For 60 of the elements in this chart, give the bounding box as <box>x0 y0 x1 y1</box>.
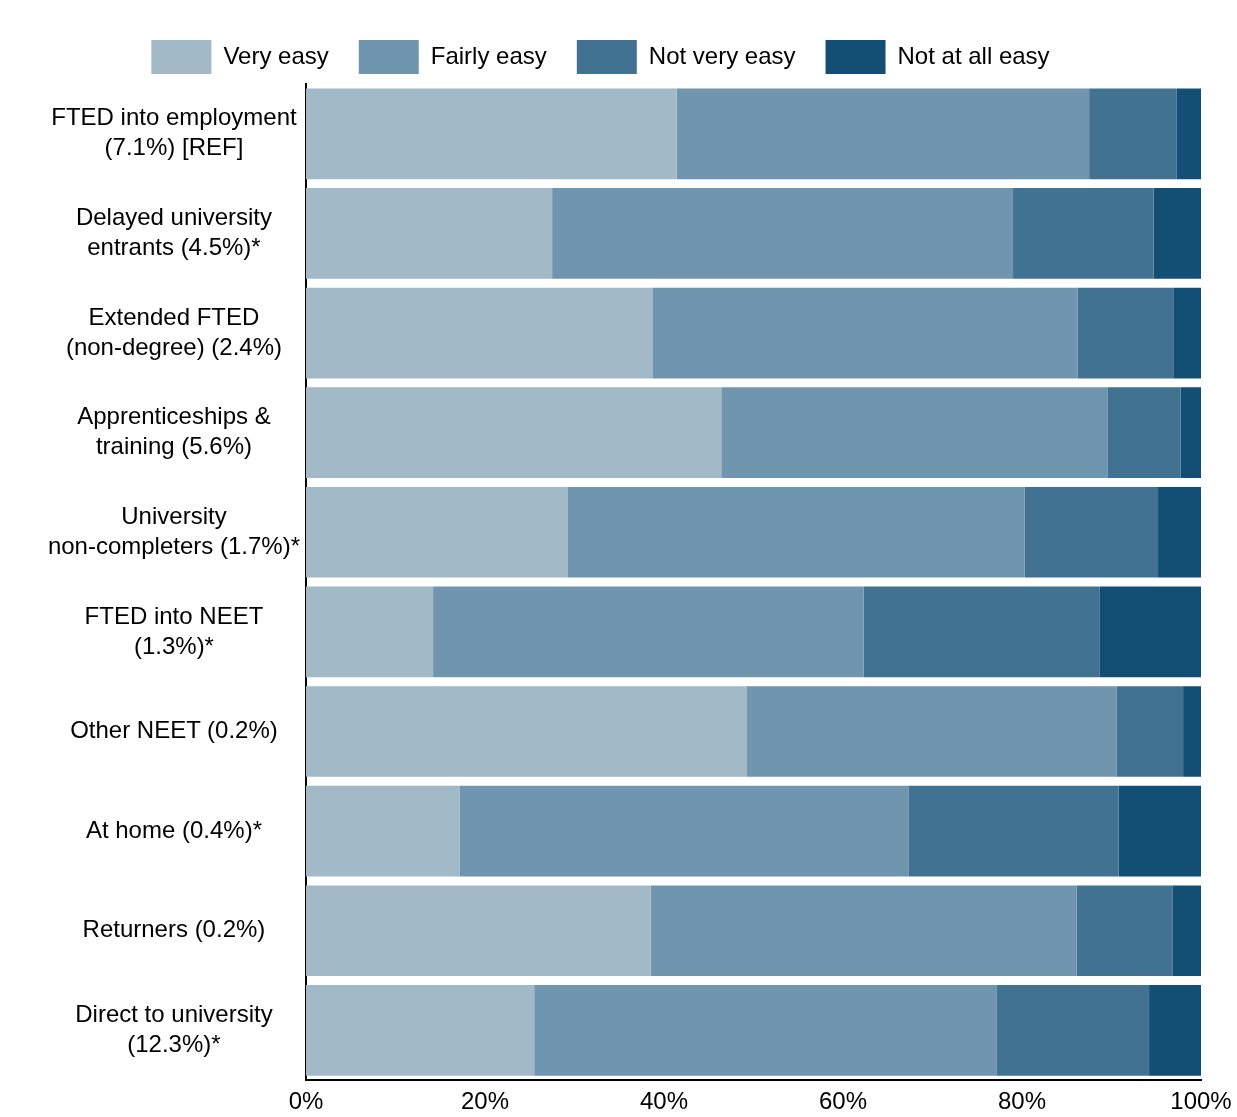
legend-label: Not very easy <box>648 41 796 69</box>
bar <box>306 287 653 379</box>
bar <box>1116 686 1184 777</box>
bar <box>908 785 1119 877</box>
bar <box>306 985 535 1076</box>
bar <box>1077 287 1174 379</box>
legend-label: Fairly easy <box>430 41 547 69</box>
bar <box>1149 985 1201 1076</box>
bar <box>306 88 677 180</box>
legend-label: Not at all easy <box>897 41 1050 69</box>
bar <box>1153 188 1201 279</box>
bar <box>306 486 568 578</box>
bar <box>306 885 651 977</box>
y-tick-label: Returners (0.2%) <box>82 915 266 943</box>
y-tick-label: At home (0.4%)* <box>85 815 262 843</box>
bar <box>1176 88 1201 180</box>
y-tick-label: Direct to university (12.3%)* <box>75 1000 273 1058</box>
x-tick-label: 20% <box>460 1087 510 1115</box>
bar <box>567 486 1025 578</box>
bar <box>746 686 1117 777</box>
bar <box>306 188 553 279</box>
bar <box>433 586 864 678</box>
bar <box>863 586 1100 678</box>
bar <box>1118 785 1201 877</box>
bar <box>676 88 1090 180</box>
bar <box>1180 387 1201 478</box>
y-tick-label: Apprenticeships & training (5.6%) <box>77 402 271 460</box>
bar <box>1089 88 1177 180</box>
legend-label: Very easy <box>223 41 329 69</box>
bar <box>1024 486 1159 578</box>
y-tick-label: FTED into employment (7.1%) [REF] <box>51 103 297 161</box>
bar <box>306 586 434 678</box>
bar <box>1099 586 1201 678</box>
bar <box>1172 885 1201 977</box>
bar <box>534 985 997 1076</box>
bar <box>459 785 909 877</box>
x-tick-label: 40% <box>639 1087 689 1115</box>
bar <box>996 985 1150 1076</box>
bar <box>1076 885 1173 977</box>
y-tick-label: FTED into NEET (1.3%)* <box>84 601 264 659</box>
bar <box>721 387 1108 478</box>
x-tick-label: 60% <box>818 1087 868 1115</box>
x-tick-label: 80% <box>997 1087 1047 1115</box>
y-tick-label: Delayed university entrants (4.5%)* <box>75 203 272 261</box>
bar <box>552 188 1014 279</box>
bar <box>1107 387 1181 478</box>
bar <box>1183 686 1201 777</box>
bar <box>1173 287 1201 379</box>
bar <box>650 885 1077 977</box>
y-tick-label: Extended FTED (non-degree) (2.4%) <box>65 302 282 360</box>
bar <box>1013 188 1154 279</box>
y-tick-label: Other NEET (0.2%) <box>70 716 278 744</box>
y-tick-label: University non-completers (1.7%)* <box>47 501 300 559</box>
bar <box>652 287 1078 379</box>
x-tick-label: 100% <box>1170 1087 1232 1115</box>
bar <box>306 686 747 777</box>
x-tick-label: 0% <box>288 1087 324 1115</box>
bar <box>306 387 722 478</box>
bar <box>306 785 460 877</box>
bar <box>1158 486 1201 578</box>
